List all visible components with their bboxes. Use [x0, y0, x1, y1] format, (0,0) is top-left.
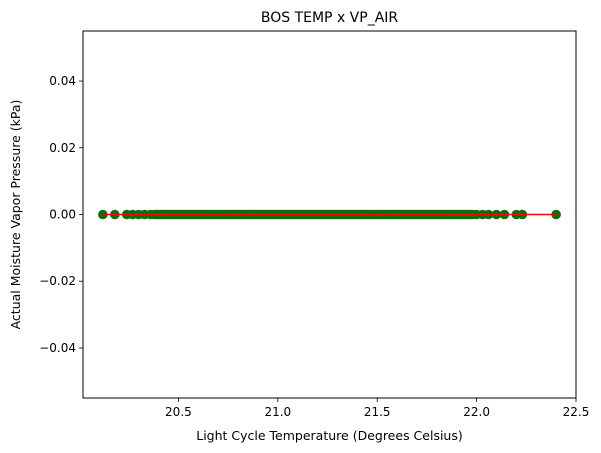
- y-tick-label: 0.00: [49, 208, 76, 222]
- x-axis-label: Light Cycle Temperature (Degrees Celsius…: [196, 428, 463, 443]
- x-tick-label: 22.0: [463, 405, 490, 419]
- y-axis: −0.04 −0.02 0.00 0.02 0.04: [39, 74, 83, 355]
- x-axis: 20.5 21.0 21.5 22.0 22.5: [165, 398, 589, 419]
- y-tick-label: −0.02: [39, 274, 76, 288]
- y-axis-label: Actual Moisture Vapor Pressure (kPa): [8, 100, 23, 330]
- y-tick-label: −0.04: [39, 341, 76, 355]
- y-tick-label: 0.02: [49, 141, 76, 155]
- x-tick-label: 20.5: [165, 405, 192, 419]
- plot-marks: [98, 209, 561, 220]
- x-tick-label: 22.5: [563, 405, 590, 419]
- chart-title: BOS TEMP x VP_AIR: [261, 10, 399, 26]
- x-tick-label: 21.5: [364, 405, 391, 419]
- x-tick-label: 21.0: [264, 405, 291, 419]
- y-tick-label: 0.04: [49, 74, 76, 88]
